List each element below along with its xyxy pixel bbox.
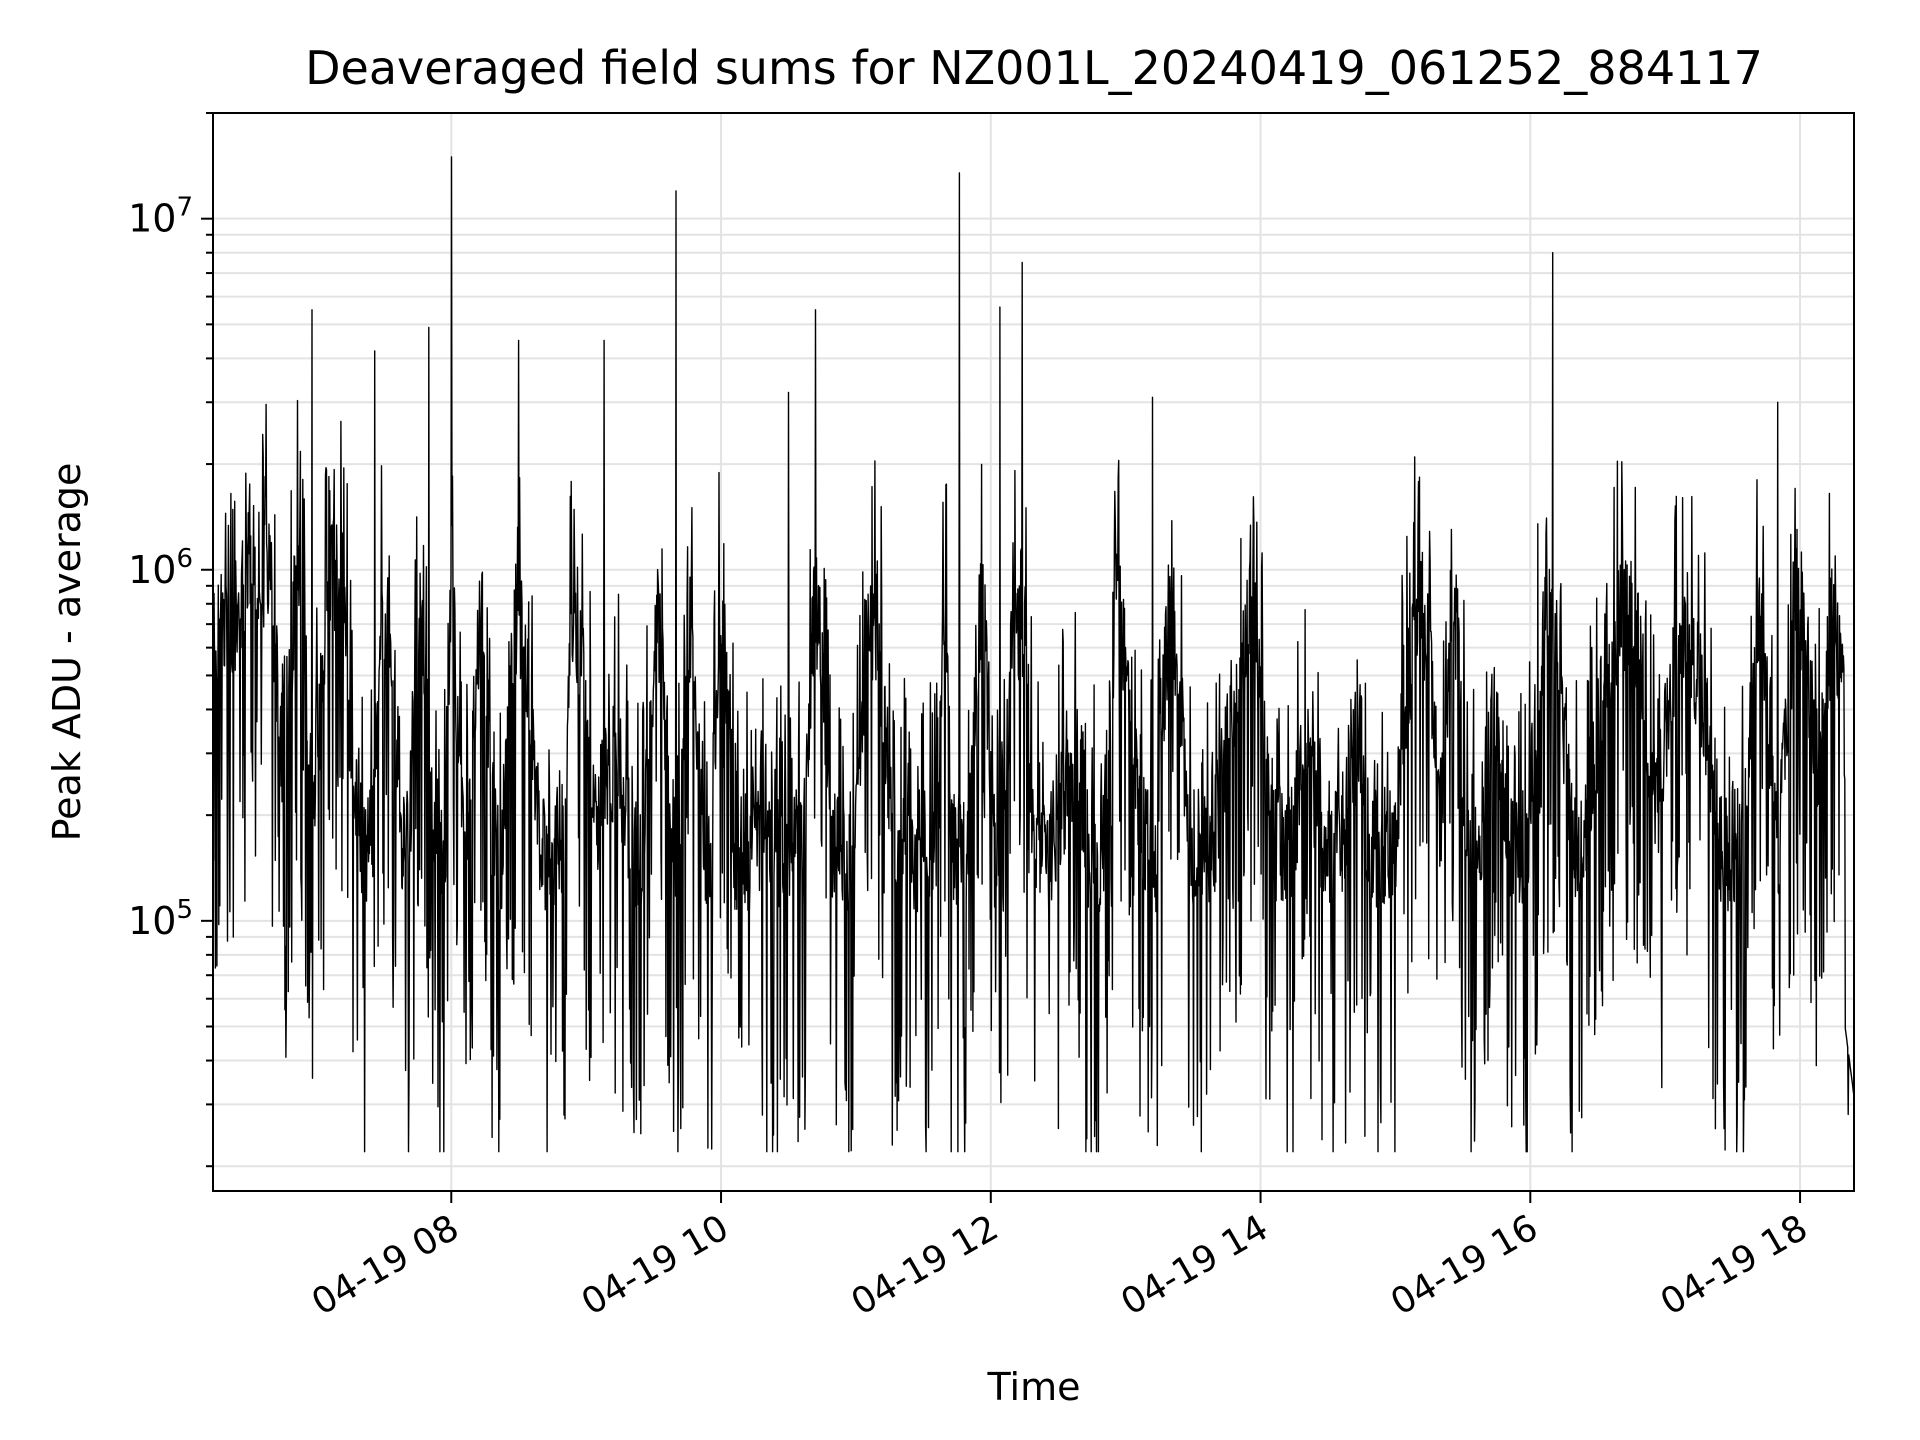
y-tick-label: 106 bbox=[128, 544, 193, 592]
series-line bbox=[212, 156, 1855, 1153]
x-axis-label: Time bbox=[987, 1365, 1081, 1409]
y-axis-label: Peak ADU - average bbox=[45, 463, 89, 842]
y-tick-label: 107 bbox=[128, 193, 193, 241]
data-series bbox=[212, 156, 1855, 1153]
chart-title: Deaveraged field sums for NZ001L_2024041… bbox=[305, 41, 1763, 95]
plot-frame bbox=[212, 112, 1855, 1192]
grid-lines bbox=[213, 112, 1854, 1191]
y-tick-label: 105 bbox=[128, 895, 193, 943]
